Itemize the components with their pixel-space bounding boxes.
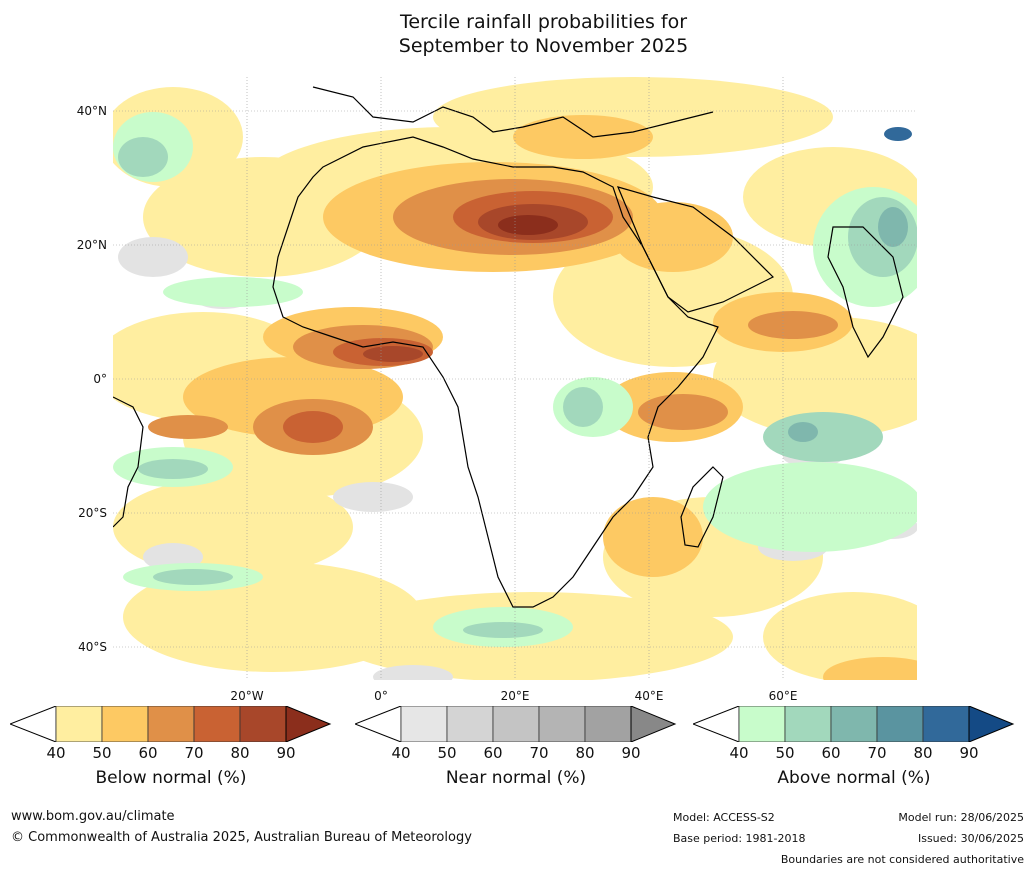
cb-tick: 50 [92, 744, 112, 762]
cb-tick: 60 [483, 744, 503, 762]
above-swatch-max [968, 706, 1015, 742]
lon-label-40e: 40°E [634, 689, 664, 703]
cb-tick: 60 [138, 744, 158, 762]
near-swatch-1 [400, 706, 448, 742]
near-swatch-max [630, 706, 677, 742]
lat-label-40s: 40°S [78, 640, 107, 654]
above-swatch-5 [922, 706, 970, 742]
below-swatch-2 [101, 706, 149, 742]
above-swatch-3 [830, 706, 878, 742]
lon-label-0: 0° [374, 689, 388, 703]
above-swatch-1 [738, 706, 786, 742]
near-swatch-3 [492, 706, 540, 742]
title-line-2: September to November 2025 [398, 35, 689, 57]
cb-tick: 70 [184, 744, 204, 762]
lon-label-20e: 20°E [500, 689, 530, 703]
rainfall-map [113, 77, 917, 680]
copyright-text: © Commonwealth of Australia 2025, Austra… [11, 830, 472, 845]
above-normal-caption: Above normal (%) [777, 768, 931, 788]
above-normal-colorbar [693, 706, 1015, 742]
near-swatch-2 [446, 706, 494, 742]
above-normal-80-patches [884, 127, 912, 141]
model-run-text: Model run: 28/06/2025 [898, 811, 1024, 824]
above-swatch-4 [876, 706, 924, 742]
africa-coastline [272, 136, 719, 608]
cb-tick: 50 [437, 744, 457, 762]
cb-tick: 70 [867, 744, 887, 762]
india-coastline [827, 226, 904, 359]
below-swatch-1 [55, 706, 103, 742]
below-normal-90-patches [498, 215, 558, 235]
cb-tick: 70 [529, 744, 549, 762]
near-normal-colorbar [355, 706, 677, 742]
europe-coastline [312, 86, 714, 138]
arabia-coastline [616, 186, 775, 313]
graticule [113, 77, 917, 680]
cb-tick: 50 [775, 744, 795, 762]
map-title: Tercile rainfall probabilities for Septe… [0, 10, 1035, 58]
map-canvas [113, 77, 917, 680]
lat-label-40n: 40°N [76, 104, 107, 118]
south-america-coastline [113, 396, 144, 528]
near-normal-caption: Near normal (%) [445, 768, 587, 788]
disclaimer-text: Boundaries are not considered authoritat… [780, 853, 1024, 866]
base-period-text: Base period: 1981-2018 [673, 832, 806, 845]
below-normal-caption: Below normal (%) [95, 768, 247, 788]
below-swatch-max [285, 706, 332, 742]
cb-tick: 40 [729, 744, 749, 762]
lat-label-0: 0° [93, 372, 107, 386]
cb-tick: 80 [230, 744, 250, 762]
cb-tick: 40 [391, 744, 411, 762]
lon-label-60e: 60°E [768, 689, 798, 703]
model-text: Model: ACCESS-S2 [673, 811, 775, 824]
cb-tick: 80 [913, 744, 933, 762]
issued-text: Issued: 30/06/2025 [917, 832, 1024, 845]
cb-tick: 60 [821, 744, 841, 762]
website-link[interactable]: www.bom.gov.au/climate [11, 809, 175, 824]
below-normal-colorbar [10, 706, 332, 742]
madagascar-coastline [680, 466, 724, 548]
above-swatch-2 [784, 706, 832, 742]
below-swatch-4 [193, 706, 241, 742]
cb-tick: 40 [46, 744, 66, 762]
cb-tick: 90 [959, 744, 979, 762]
cb-tick: 80 [575, 744, 595, 762]
lat-label-20s: 20°S [78, 506, 107, 520]
below-swatch-5 [239, 706, 287, 742]
lat-label-20n: 20°N [76, 238, 107, 252]
title-line-1: Tercile rainfall probabilities for [399, 11, 688, 33]
near-swatch-4 [538, 706, 586, 742]
lon-label-20w: 20°W [230, 689, 264, 703]
cb-tick: 90 [621, 744, 641, 762]
near-swatch-5 [584, 706, 632, 742]
cb-tick: 90 [276, 744, 296, 762]
below-swatch-3 [147, 706, 195, 742]
above-normal-70-patches [788, 207, 908, 442]
